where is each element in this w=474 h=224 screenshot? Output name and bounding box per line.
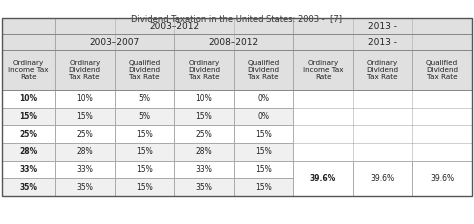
Text: 2003–2012: 2003–2012 [149,22,199,30]
Bar [2,50,472,90]
Bar [115,178,174,196]
Bar [174,90,234,108]
Text: 10%: 10% [76,94,93,103]
Text: Dividend Taxation in the United States: 2003 -  [7]: Dividend Taxation in the United States: … [131,14,343,23]
Text: 15%: 15% [255,130,272,139]
Bar [2,18,472,34]
Bar [174,125,234,143]
Text: 39.6%: 39.6% [430,174,454,183]
Bar [412,50,472,90]
Text: 35%: 35% [76,183,93,192]
Bar [2,125,55,143]
Text: Qualified
Dividend
Tax Rate: Qualified Dividend Tax Rate [426,60,458,80]
Bar [174,108,234,125]
Bar [353,161,412,196]
Bar [2,143,55,161]
Text: 15%: 15% [255,183,272,192]
Text: Ordinary
Dividend
Tax Rate: Ordinary Dividend Tax Rate [188,60,220,80]
Text: 15%: 15% [196,112,212,121]
Text: 5%: 5% [138,112,150,121]
Bar [293,50,353,90]
Text: 39.6%: 39.6% [310,174,336,183]
Bar [2,18,472,196]
Bar [234,108,293,125]
Text: 15%: 15% [76,112,93,121]
Bar [55,18,293,34]
Text: 10%: 10% [196,94,212,103]
Text: 33%: 33% [195,165,212,174]
Text: 33%: 33% [76,165,93,174]
Text: 2003–2007: 2003–2007 [90,37,140,47]
Bar [2,161,55,178]
Bar [2,34,55,50]
Text: Ordinary
Dividend
Tax Rate: Ordinary Dividend Tax Rate [69,60,101,80]
Bar [174,50,234,90]
Text: 35%: 35% [195,183,212,192]
Bar [293,34,472,50]
Bar [293,18,472,34]
Bar [234,161,293,178]
Bar [55,50,115,90]
Text: 28%: 28% [76,147,93,156]
Text: 33%: 33% [19,165,37,174]
Text: 2008–2012: 2008–2012 [209,37,259,47]
Text: 28%: 28% [19,147,37,156]
Bar [55,143,115,161]
Text: 15%: 15% [136,147,153,156]
Bar [234,50,293,90]
Bar [55,90,115,108]
Bar [115,90,174,108]
Bar [174,143,234,161]
Bar [115,50,174,90]
Bar [174,161,234,178]
Text: 0%: 0% [257,112,270,121]
Bar [174,178,234,196]
Text: 25%: 25% [196,130,212,139]
Bar [115,125,174,143]
Bar [55,108,115,125]
Bar [2,18,55,34]
Text: Qualified
Dividend
Tax Rate: Qualified Dividend Tax Rate [247,60,280,80]
Bar [55,178,115,196]
Text: Qualified
Dividend
Tax Rate: Qualified Dividend Tax Rate [128,60,161,80]
Bar [2,108,55,125]
Text: Ordinary
Income Tax
Rate: Ordinary Income Tax Rate [8,60,49,80]
Bar [234,125,293,143]
Text: 15%: 15% [255,147,272,156]
Bar [412,161,472,196]
Text: 15%: 15% [255,165,272,174]
Text: 15%: 15% [136,130,153,139]
Text: 0%: 0% [257,94,270,103]
Bar [234,143,293,161]
Text: 35%: 35% [19,183,37,192]
Bar [2,50,55,90]
Text: 25%: 25% [19,130,37,139]
Text: Ordinary
Dividend
Tax Rate: Ordinary Dividend Tax Rate [366,60,399,80]
Text: 2013 -: 2013 - [368,22,397,30]
Text: 2013 -: 2013 - [368,37,397,47]
Bar [174,34,293,50]
Text: 15%: 15% [136,165,153,174]
Bar [115,143,174,161]
Text: 28%: 28% [196,147,212,156]
Bar [353,50,412,90]
Bar [115,108,174,125]
Text: Ordinary
Income Tax
Rate: Ordinary Income Tax Rate [303,60,343,80]
Bar [2,178,55,196]
Bar [293,161,353,196]
Bar [55,34,174,50]
Bar [2,34,472,50]
Bar [115,161,174,178]
Text: 15%: 15% [19,112,37,121]
Bar [55,125,115,143]
Bar [55,161,115,178]
Text: 39.6%: 39.6% [371,174,395,183]
Text: 10%: 10% [19,94,37,103]
Bar [2,90,55,108]
Text: 5%: 5% [138,94,150,103]
Bar [234,90,293,108]
Bar [234,178,293,196]
Text: 25%: 25% [76,130,93,139]
Text: 15%: 15% [136,183,153,192]
